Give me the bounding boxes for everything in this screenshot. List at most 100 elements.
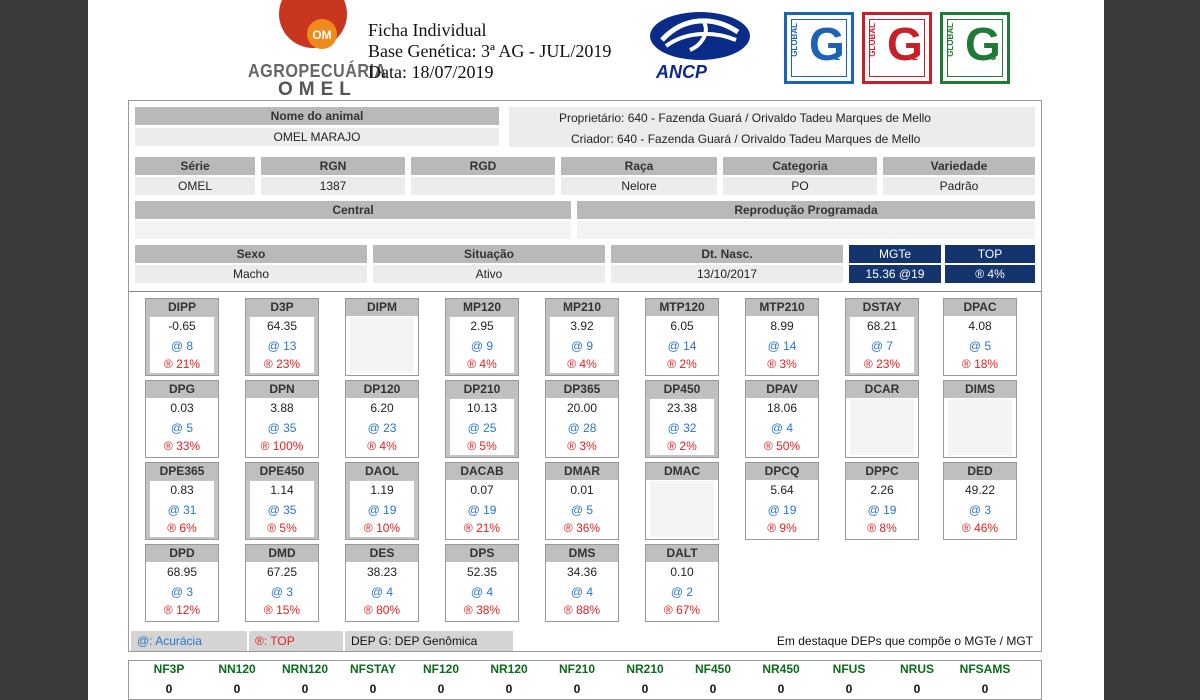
- count-value: 0: [845, 682, 853, 696]
- dep-name: DIPM: [346, 299, 418, 316]
- dep-name: MTP210: [746, 299, 818, 316]
- count-label: NFUS: [832, 662, 866, 676]
- ficha-page: OM AGROPECUÁRIA OMEL Ficha Individual Ba…: [88, 0, 1104, 700]
- dep-name: DP450: [646, 381, 718, 398]
- dep-value: 0.07: [470, 483, 494, 497]
- count-value: 0: [981, 682, 989, 696]
- dep-cell-mtp210: MTP210 8.99 @ 14 ® 3%: [745, 298, 819, 376]
- dep-acuracia: @ 31: [167, 503, 197, 517]
- dep-body: [650, 481, 714, 537]
- global-g2-badge: GLOBAL G 2: [862, 12, 932, 84]
- dep-name: D3P: [246, 299, 318, 316]
- dep-cell-dp450: DP450 23.38 @ 32 ® 2%: [645, 380, 719, 458]
- top-label: TOP: [945, 245, 1035, 263]
- count-label: NR120: [490, 662, 528, 676]
- dep-top: ® 12%: [163, 603, 201, 617]
- count-label: NF210: [558, 662, 596, 676]
- dep-name: DMS: [546, 545, 618, 562]
- g3-letter: G: [965, 18, 1001, 70]
- dep-top: ® 10%: [363, 521, 401, 535]
- logo-word-omel: OMEL: [278, 79, 357, 100]
- dep-cell-mp210: MP210 3.92 @ 9 ® 4%: [545, 298, 619, 376]
- sexo-label: Sexo: [135, 245, 367, 263]
- dep-top: ® 5%: [467, 439, 497, 453]
- logo-word-agropecuaria: AGROPECUÁRIA: [248, 61, 387, 81]
- dep-body: 2.26 @ 19 ® 8%: [850, 481, 914, 537]
- count-value: 0: [165, 682, 173, 696]
- central-label: Central: [135, 201, 571, 219]
- dep-cell-dalt: DALT 0.10 @ 2 ® 67%: [645, 544, 719, 622]
- legend-acuracia: @: Acurácia: [131, 631, 247, 651]
- dep-top: ® 21%: [463, 521, 501, 535]
- dep-name: DPN: [246, 381, 318, 398]
- dep-acuracia: @ 35: [267, 503, 297, 517]
- dep-top: ® 3%: [567, 439, 597, 453]
- dep-top: ® 80%: [363, 603, 401, 617]
- dep-value: 0.01: [570, 483, 594, 497]
- dep-name: DCAR: [846, 381, 918, 398]
- dep-top: ® 5%: [267, 521, 297, 535]
- dep-top: ® 33%: [163, 439, 201, 453]
- dep-cell-dpcq: DPCQ 5.64 @ 19 ® 9%: [745, 462, 819, 540]
- dep-body: 1.14 @ 35 ® 5%: [250, 481, 314, 537]
- reproducao-label: Reprodução Programada: [577, 201, 1035, 219]
- dep-cell-dpn: DPN 3.88 @ 35 ® 100%: [245, 380, 319, 458]
- dep-value: 5.64: [770, 483, 794, 497]
- dep-body: 0.03 @ 5 ® 33%: [150, 399, 214, 455]
- dep-value: 23.38: [666, 401, 698, 415]
- sexo-value: Macho: [135, 265, 367, 283]
- dep-name: DMAC: [646, 463, 718, 480]
- dep-value: 67.25: [266, 565, 298, 579]
- g1-number: 1: [834, 51, 841, 63]
- serie-label: Série: [135, 157, 255, 175]
- dep-value: 6.20: [370, 401, 394, 415]
- categoria-value: PO: [723, 177, 877, 195]
- dep-name: DIPP: [146, 299, 218, 316]
- dep-cell-dstay: DSTAY 68.21 @ 7 ® 23%: [845, 298, 919, 376]
- dep-name: DALT: [646, 545, 718, 562]
- dep-acuracia: @ 9: [570, 339, 594, 353]
- dep-body: 6.05 @ 14 ® 2%: [650, 317, 714, 373]
- dep-cell-dacab: DACAB 0.07 @ 19 ® 21%: [445, 462, 519, 540]
- dep-top: ® 38%: [463, 603, 501, 617]
- rgn-label: RGN: [261, 157, 405, 175]
- count-label: NRN120: [281, 662, 329, 676]
- dep-cell-dmac: DMAC: [645, 462, 719, 540]
- dep-body: 52.35 @ 4 ® 38%: [450, 563, 514, 619]
- situacao-label: Situação: [373, 245, 605, 263]
- dep-name: DPG: [146, 381, 218, 398]
- dep-body: 68.21 @ 7 ® 23%: [850, 317, 914, 373]
- dep-body: 1.19 @ 19 ® 10%: [350, 481, 414, 537]
- dep-name: DPE365: [146, 463, 218, 480]
- dep-body: -0.65 @ 8 ® 21%: [150, 317, 214, 373]
- dep-cell-dipm: DIPM: [345, 298, 419, 376]
- count-value: 0: [505, 682, 513, 696]
- dep-value: 8.99: [770, 319, 794, 333]
- count-value: 0: [573, 682, 581, 696]
- dep-body: 3.88 @ 35 ® 100%: [250, 399, 314, 455]
- dep-value: 20.00: [566, 401, 598, 415]
- count-value: 0: [709, 682, 717, 696]
- count-value: 0: [777, 682, 785, 696]
- central-value: [135, 221, 571, 239]
- count-value: 0: [437, 682, 445, 696]
- dep-cell-dps: DPS 52.35 @ 4 ® 38%: [445, 544, 519, 622]
- count-label: NF120: [422, 662, 460, 676]
- dep-name: DMD: [246, 545, 318, 562]
- dep-body: [350, 317, 414, 373]
- dep-acuracia: @ 4: [370, 585, 394, 599]
- dep-cell-dp365: DP365 20.00 @ 28 ® 3%: [545, 380, 619, 458]
- dep-value: 38.23: [366, 565, 398, 579]
- count-label: NN120: [218, 662, 256, 676]
- count-value: 0: [301, 682, 309, 696]
- dep-acuracia: @ 32: [667, 421, 697, 435]
- dep-acuracia: @ 14: [767, 339, 797, 353]
- dep-cell-dims: DIMS: [943, 380, 1017, 458]
- legend-dep-genomica: DEP G: DEP Genômica: [345, 631, 513, 651]
- dep-top: ® 9%: [767, 521, 797, 535]
- count-label: NF450: [694, 662, 732, 676]
- rgn-value: 1387: [261, 177, 405, 195]
- dep-body: 3.92 @ 9 ® 4%: [550, 317, 614, 373]
- count-label: NFSAMS: [959, 662, 1011, 676]
- dep-body: 38.23 @ 4 ® 80%: [350, 563, 414, 619]
